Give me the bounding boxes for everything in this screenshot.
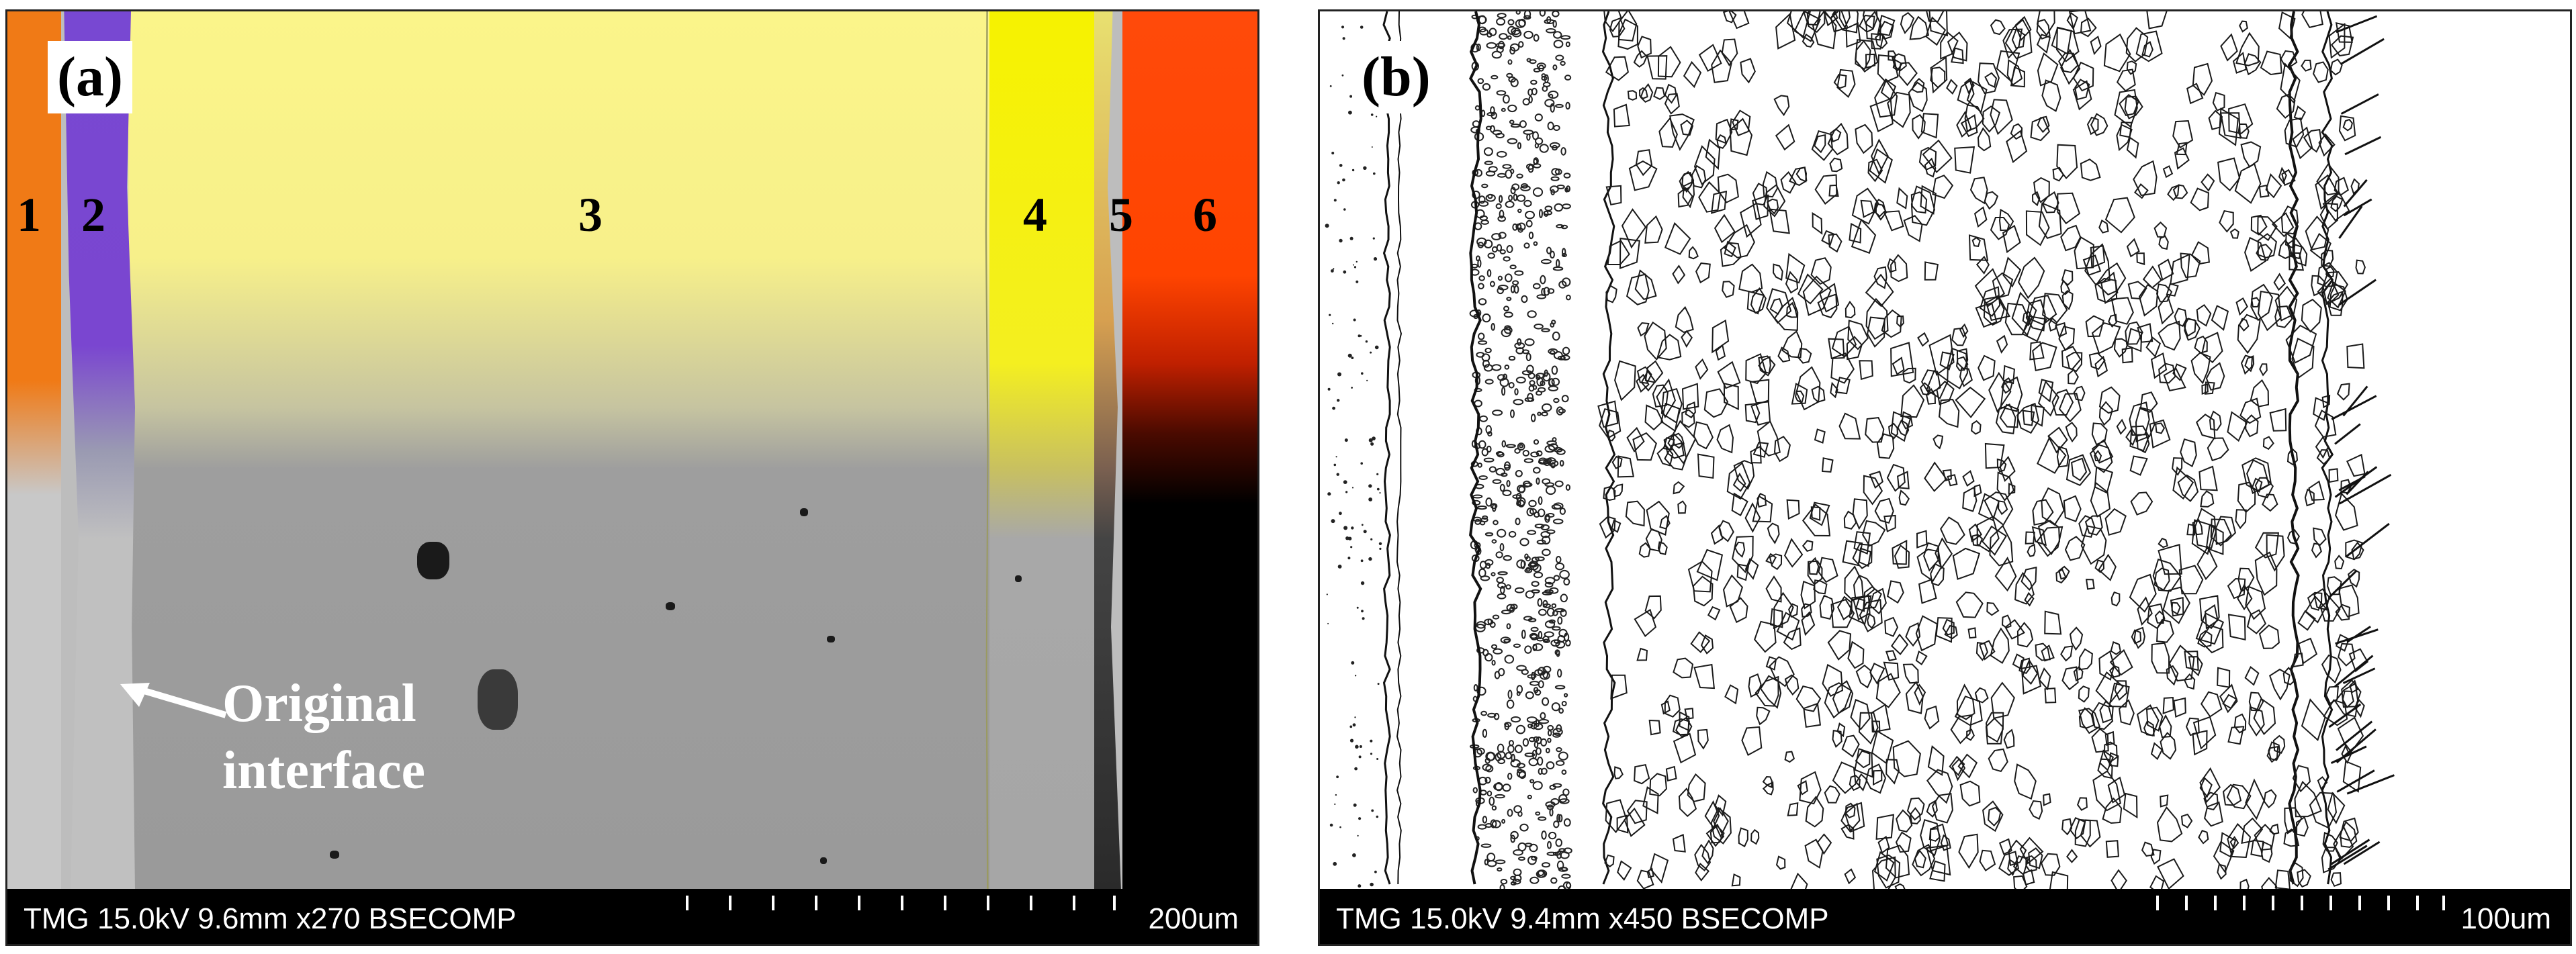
inclusion: [417, 542, 449, 579]
layer-number-3: 3: [578, 188, 603, 242]
sem-info-bar: TMG 15.0kV 9.4mm x450 BSECOMP 100um: [1320, 889, 2570, 944]
sem-parameters: TMG 15.0kV 9.6mm x270 BSECOMP: [24, 902, 517, 935]
sem-parameters: TMG 15.0kV 9.4mm x450 BSECOMP: [1336, 902, 1829, 935]
layer-number-4: 4: [1023, 188, 1047, 242]
layer-3-region: [128, 11, 1005, 891]
grain-structure-texture: [1325, 11, 2395, 891]
layer-4-region: [989, 11, 1097, 891]
inclusion: [1015, 575, 1022, 582]
inclusion: [330, 851, 339, 859]
sem-image-a: (a) 1 2 3 4 5 6 Original interface: [7, 11, 1257, 891]
layer-2-region: [64, 11, 135, 891]
scale-label: 100um: [2460, 902, 2551, 935]
scale-label: 200um: [1148, 902, 1239, 935]
inclusion: [800, 508, 808, 516]
layer-1-region: [7, 11, 61, 891]
inclusion: [827, 636, 835, 642]
layer-number-2: 2: [81, 188, 105, 242]
sem-info-bar: TMG 15.0kV 9.6mm x270 BSECOMP 200um: [7, 889, 1257, 944]
annotation-original: Original: [222, 674, 416, 733]
inclusion: [820, 857, 827, 864]
annotation-interface: interface: [222, 741, 426, 800]
micrograph-panel-b: (b) TMG 15.0kV 9.4mm x450 BSECOMP 100um: [1318, 9, 2572, 946]
panel-label: (b): [1352, 41, 1440, 113]
micrograph-panel-a: (a) 1 2 3 4 5 6 Original interface TMG 1…: [5, 9, 1259, 946]
arrow-icon: [120, 683, 227, 718]
scale-bar: [2156, 896, 2445, 910]
inclusion: [478, 669, 518, 730]
layer-6-region: [1122, 11, 1257, 891]
sem-image-b: (b): [1320, 11, 2570, 891]
inclusion: [666, 602, 675, 610]
layer-number-5: 5: [1109, 188, 1133, 242]
panel-label: (a): [48, 41, 132, 113]
layer-number-1: 1: [17, 188, 41, 242]
layer-number-6: 6: [1193, 188, 1217, 242]
scale-bar: [686, 896, 1116, 910]
